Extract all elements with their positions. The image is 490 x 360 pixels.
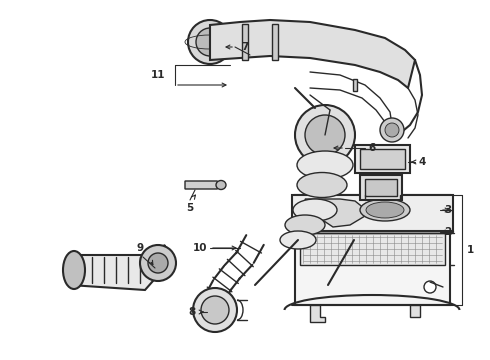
Text: 1: 1 bbox=[466, 245, 474, 255]
Circle shape bbox=[424, 281, 436, 293]
Text: 9: 9 bbox=[136, 243, 144, 253]
Ellipse shape bbox=[285, 215, 325, 235]
Bar bbox=[242, 24, 248, 60]
Bar bbox=[360, 175, 402, 200]
Circle shape bbox=[193, 288, 237, 332]
Polygon shape bbox=[295, 195, 450, 305]
Bar bbox=[365, 179, 397, 196]
Bar bbox=[353, 79, 357, 91]
Text: 8: 8 bbox=[188, 307, 196, 317]
Ellipse shape bbox=[216, 180, 226, 189]
Circle shape bbox=[385, 123, 399, 137]
Polygon shape bbox=[305, 199, 370, 227]
Circle shape bbox=[305, 115, 345, 155]
Polygon shape bbox=[210, 20, 415, 88]
Polygon shape bbox=[310, 305, 325, 322]
Bar bbox=[272, 24, 278, 60]
Polygon shape bbox=[292, 195, 453, 231]
Ellipse shape bbox=[293, 199, 337, 221]
Ellipse shape bbox=[63, 251, 85, 289]
Circle shape bbox=[140, 245, 176, 281]
Circle shape bbox=[380, 118, 404, 142]
Text: 7: 7 bbox=[241, 42, 249, 52]
Bar bbox=[360, 149, 405, 169]
Bar bbox=[355, 145, 410, 173]
Text: 2: 2 bbox=[444, 227, 452, 237]
Polygon shape bbox=[70, 245, 165, 290]
Circle shape bbox=[196, 28, 224, 56]
Ellipse shape bbox=[280, 231, 316, 249]
Circle shape bbox=[295, 105, 355, 165]
Text: 4: 4 bbox=[418, 157, 426, 167]
Circle shape bbox=[188, 20, 232, 64]
Text: 11: 11 bbox=[151, 70, 165, 80]
Text: 3: 3 bbox=[444, 205, 452, 215]
Ellipse shape bbox=[297, 151, 353, 179]
Bar bbox=[300, 233, 445, 265]
Polygon shape bbox=[185, 181, 221, 189]
Circle shape bbox=[201, 296, 229, 324]
Circle shape bbox=[148, 253, 168, 273]
Text: 5: 5 bbox=[186, 203, 194, 213]
Ellipse shape bbox=[366, 202, 404, 218]
Polygon shape bbox=[410, 305, 420, 317]
Text: 6: 6 bbox=[368, 143, 376, 153]
Text: 10: 10 bbox=[193, 243, 207, 253]
Ellipse shape bbox=[297, 172, 347, 198]
Ellipse shape bbox=[360, 199, 410, 221]
